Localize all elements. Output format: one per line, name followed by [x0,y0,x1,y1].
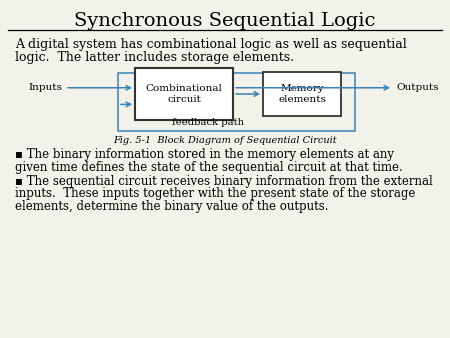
Bar [135,68,233,120]
Text: A digital system has combinational logic as well as sequential: A digital system has combinational logic… [15,38,407,51]
Text: given time defines the state of the sequential circuit at that time.: given time defines the state of the sequ… [15,161,403,173]
Text: Synchronous Sequential Logic: Synchronous Sequential Logic [74,12,376,30]
Text: inputs.  These inputs together with the present state of the storage: inputs. These inputs together with the p… [15,188,415,200]
Bar [118,73,355,131]
Text: feedback path: feedback path [172,118,244,127]
Text: Outputs: Outputs [396,83,438,92]
Text: Inputs: Inputs [28,83,62,92]
Text: ▪ The sequential circuit receives binary information from the external: ▪ The sequential circuit receives binary… [15,175,433,188]
Text: Combinational
circuit: Combinational circuit [145,84,222,104]
Text: elements, determine the binary value of the outputs.: elements, determine the binary value of … [15,200,328,213]
Text: Fig. 5-1  Block Diagram of Sequential Circuit: Fig. 5-1 Block Diagram of Sequential Cir… [113,136,337,145]
Bar [263,72,341,116]
Text: Memory
elements: Memory elements [278,84,326,104]
Text: logic.  The latter includes storage elements.: logic. The latter includes storage eleme… [15,51,294,64]
Text: ▪ The binary information stored in the memory elements at any: ▪ The binary information stored in the m… [15,148,394,161]
